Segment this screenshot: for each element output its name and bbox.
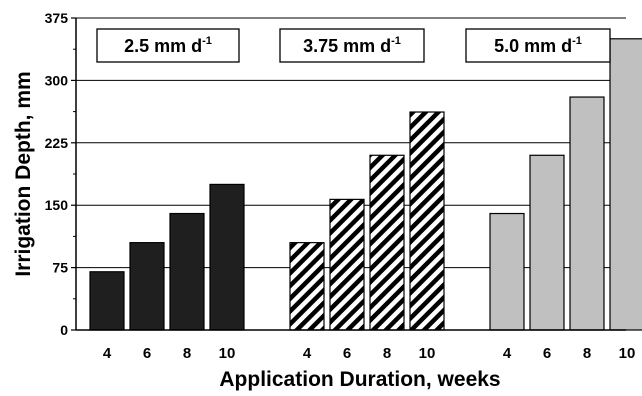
group-label-boxes: 2.5 mm d-1 3.75 mm d-1 5.0 mm d-1 bbox=[96, 28, 611, 63]
bar bbox=[489, 212, 525, 331]
group-label-main: 2.5 mm d bbox=[124, 36, 202, 56]
group-label: 2.5 mm d-1 bbox=[124, 35, 212, 56]
bar bbox=[529, 154, 565, 331]
x-tick-labels: 4 6 8 10 4 6 8 10 4 6 8 10 bbox=[103, 345, 636, 362]
y-tick-label: 75 bbox=[52, 260, 68, 276]
x-tick-label: 8 bbox=[383, 345, 391, 362]
group-label-superscript: -1 bbox=[202, 35, 212, 47]
x-tick-label: 4 bbox=[303, 345, 312, 362]
group-label: 3.75 mm d-1 bbox=[303, 35, 401, 56]
bar bbox=[569, 96, 605, 331]
group-label-superscript: -1 bbox=[391, 35, 401, 47]
group-label-box bbox=[279, 28, 425, 63]
bar bbox=[289, 242, 325, 331]
x-tick-label: 6 bbox=[343, 345, 351, 362]
x-tick-label: 8 bbox=[583, 345, 591, 362]
bar bbox=[329, 198, 365, 331]
y-tick-label: 150 bbox=[45, 197, 69, 213]
bar bbox=[89, 271, 125, 331]
x-axis-title: Application Duration, weeks bbox=[219, 368, 500, 391]
group-label-box bbox=[96, 28, 240, 63]
bar bbox=[369, 154, 405, 331]
group-label-superscript: -1 bbox=[572, 35, 582, 47]
bar bbox=[609, 38, 642, 331]
y-tick-label: 225 bbox=[45, 135, 69, 151]
bar bbox=[129, 242, 165, 331]
bar bbox=[409, 111, 445, 331]
group-label-box bbox=[465, 28, 611, 63]
y-tick-label: 300 bbox=[45, 72, 69, 88]
x-tick-label: 6 bbox=[543, 345, 551, 362]
bar bbox=[169, 212, 205, 331]
y-tick-labels: 0 75 150 225 300 375 bbox=[45, 10, 76, 338]
x-tick-label: 10 bbox=[219, 345, 236, 362]
group-label-main: 5.0 mm d bbox=[494, 36, 572, 56]
x-tick-label: 6 bbox=[143, 345, 151, 362]
group-label-main: 3.75 mm d bbox=[303, 36, 391, 56]
y-tick-label: 375 bbox=[45, 10, 69, 26]
x-tick-label: 10 bbox=[419, 345, 436, 362]
x-tick-label: 10 bbox=[619, 345, 636, 362]
x-tick-label: 4 bbox=[103, 345, 112, 362]
x-tick-label: 4 bbox=[503, 345, 512, 362]
x-tick-label: 8 bbox=[183, 345, 191, 362]
bars bbox=[89, 38, 642, 331]
y-axis-title: Irrigation Depth, mm bbox=[12, 71, 35, 276]
y-tick-label: 0 bbox=[60, 322, 68, 338]
bar bbox=[209, 183, 245, 331]
group-label: 5.0 mm d-1 bbox=[494, 35, 582, 56]
